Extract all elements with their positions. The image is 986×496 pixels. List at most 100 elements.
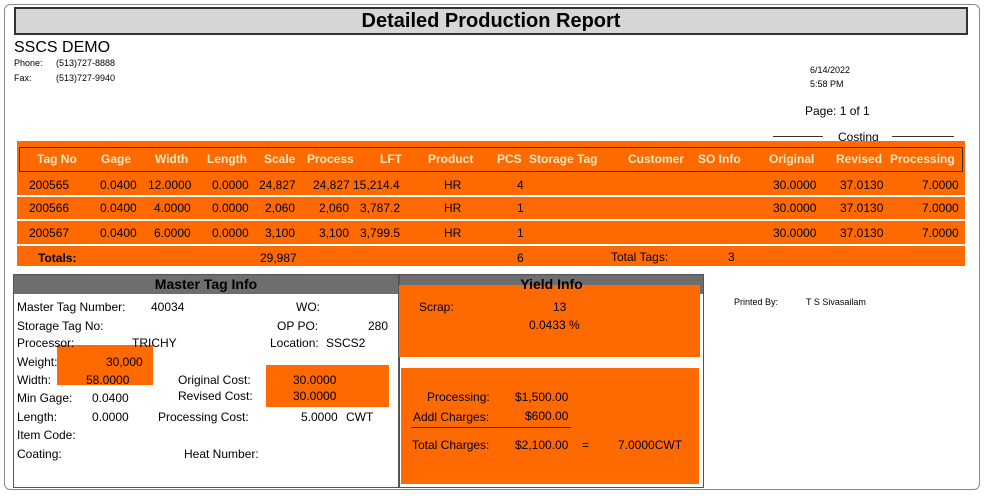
coating-label: Coating: xyxy=(17,447,62,461)
cell-product: HR xyxy=(444,226,462,240)
col-tag-no: Tag No xyxy=(37,152,77,166)
location-label: Location: xyxy=(270,336,319,350)
min-gage-value: 0.0400 xyxy=(92,391,129,405)
processing-cost-value: 5.0000 xyxy=(301,410,338,424)
cell-gage: 0.0400 xyxy=(100,226,137,240)
phone-label: Phone: xyxy=(14,58,43,68)
col-lft: LFT xyxy=(380,152,402,166)
costing-label: Costing xyxy=(838,130,879,144)
col-original: Original xyxy=(769,152,815,166)
costing-rule-left xyxy=(773,136,823,137)
report-date: 6/14/2022 xyxy=(810,65,851,75)
scrap-percent: 0.0433 % xyxy=(529,318,580,332)
col-revised: Revised xyxy=(836,152,883,166)
report-frame xyxy=(4,4,980,490)
original-cost-value: 30.0000 xyxy=(293,373,337,387)
processor-value: TRICHY xyxy=(132,336,177,350)
cell-pcs: 1 xyxy=(517,201,524,215)
cell-product: HR xyxy=(444,201,462,215)
cell-width: 6.0000 xyxy=(154,226,191,240)
col-processing: Processing xyxy=(890,152,955,166)
scrap-box xyxy=(399,285,700,357)
cell-processing: 7.0000 xyxy=(922,201,959,215)
company-name: SSCS DEMO xyxy=(14,39,111,56)
cell-scale: 3,100 xyxy=(265,226,296,240)
charges-box xyxy=(401,368,699,484)
col-length: Length xyxy=(207,152,247,166)
master-tag-heading: Master Tag Info xyxy=(14,275,398,294)
width-value: 58.0000 xyxy=(86,373,130,387)
master-tag-panel xyxy=(13,274,399,488)
cell-processing: 7.0000 xyxy=(922,178,959,192)
cell-gage: 0.0400 xyxy=(100,178,137,192)
weight-label: Weight: xyxy=(17,355,58,369)
cell-lft: 3,787.2 xyxy=(360,201,401,215)
cell-revised: 37.0130 xyxy=(840,178,884,192)
cell-pcs: 1 xyxy=(517,226,524,240)
min-gage-label: Min Gage: xyxy=(17,391,73,405)
costing-rule-right xyxy=(892,136,954,137)
table-row: 200565 0.0400 12.0000 0.0000 24,827 24,8… xyxy=(17,174,965,196)
cell-product: HR xyxy=(444,178,462,192)
cell-tag-no: 200567 xyxy=(29,226,70,240)
total-tags-value: 3 xyxy=(728,250,735,264)
yield-heading: Yield Info xyxy=(520,276,583,292)
cell-process: 3,100 xyxy=(319,226,350,240)
cell-pcs: 4 xyxy=(517,178,524,192)
col-pcs: PCS xyxy=(497,152,522,166)
page-number: Page: 1 of 1 xyxy=(805,104,870,118)
equals-sign: = xyxy=(582,438,590,452)
op-po-value: 280 xyxy=(368,319,389,333)
col-customer: Customer xyxy=(628,152,685,166)
revised-cost-value: 30.0000 xyxy=(293,389,337,403)
length-label: Length: xyxy=(17,410,58,424)
cell-revised: 37.0130 xyxy=(840,226,884,240)
total-charges-value: $2,100.00 xyxy=(515,438,569,452)
cell-length: 0.0000 xyxy=(212,178,249,192)
cell-length: 0.0000 xyxy=(212,201,249,215)
cell-lft: 15,214.4 xyxy=(353,178,400,192)
cell-original: 30.0000 xyxy=(773,201,817,215)
col-scale: Scale xyxy=(264,152,296,166)
scrap-value: 13 xyxy=(553,300,567,314)
col-process: Process xyxy=(307,152,354,166)
original-cost-label: Original Cost: xyxy=(178,373,251,387)
cell-gage: 0.0400 xyxy=(100,201,137,215)
col-so-info: SO Info xyxy=(698,152,741,166)
master-tag-number-value: 40034 xyxy=(151,300,185,314)
cost-highlight xyxy=(266,365,389,407)
cell-tag-no: 200566 xyxy=(29,201,70,215)
table-row: 200566 0.0400 4.0000 0.0000 2,060 2,060 … xyxy=(17,197,965,220)
table-header-band xyxy=(17,141,965,174)
weight-width-highlight xyxy=(57,345,153,385)
cell-tag-no: 200565 xyxy=(29,178,70,192)
cell-processing: 7.0000 xyxy=(922,226,959,240)
cell-scale: 2,060 xyxy=(265,201,296,215)
processing-charge-value: $1,500.00 xyxy=(515,390,569,404)
col-width: Width xyxy=(155,152,189,166)
location-value: SSCS2 xyxy=(326,336,366,350)
report-title: Detailed Production Report xyxy=(14,7,968,35)
master-tag-number-label: Master Tag Number: xyxy=(17,300,126,314)
cell-width: 4.0000 xyxy=(154,201,191,215)
report-time: 5:58 PM xyxy=(810,79,844,89)
fax-value: (513)727-9940 xyxy=(56,73,116,83)
totals-scale: 29,987 xyxy=(260,251,297,265)
wo-label: WO: xyxy=(296,300,320,314)
cell-original: 30.0000 xyxy=(773,226,817,240)
cell-width: 12.0000 xyxy=(148,178,192,192)
processing-charge-label: Processing: xyxy=(427,390,490,404)
total-charges-label: Total Charges: xyxy=(412,438,490,452)
totals-row: Totals: 29,987 6 Total Tags: 3 xyxy=(17,246,965,266)
phone-value: (513)727-8888 xyxy=(56,58,116,68)
cell-process: 2,060 xyxy=(319,201,350,215)
yield-panel xyxy=(399,274,704,488)
totals-pcs: 6 xyxy=(517,251,524,265)
op-po-label: OP PO: xyxy=(277,319,319,333)
fax-label: Fax: xyxy=(14,73,32,83)
cell-lft: 3,799.5 xyxy=(360,226,401,240)
width-label: Width: xyxy=(17,373,52,387)
processing-cost-unit: CWT xyxy=(346,410,374,424)
weight-value: 30,000 xyxy=(106,355,143,369)
col-storage-tag: Storage Tag xyxy=(529,152,598,166)
